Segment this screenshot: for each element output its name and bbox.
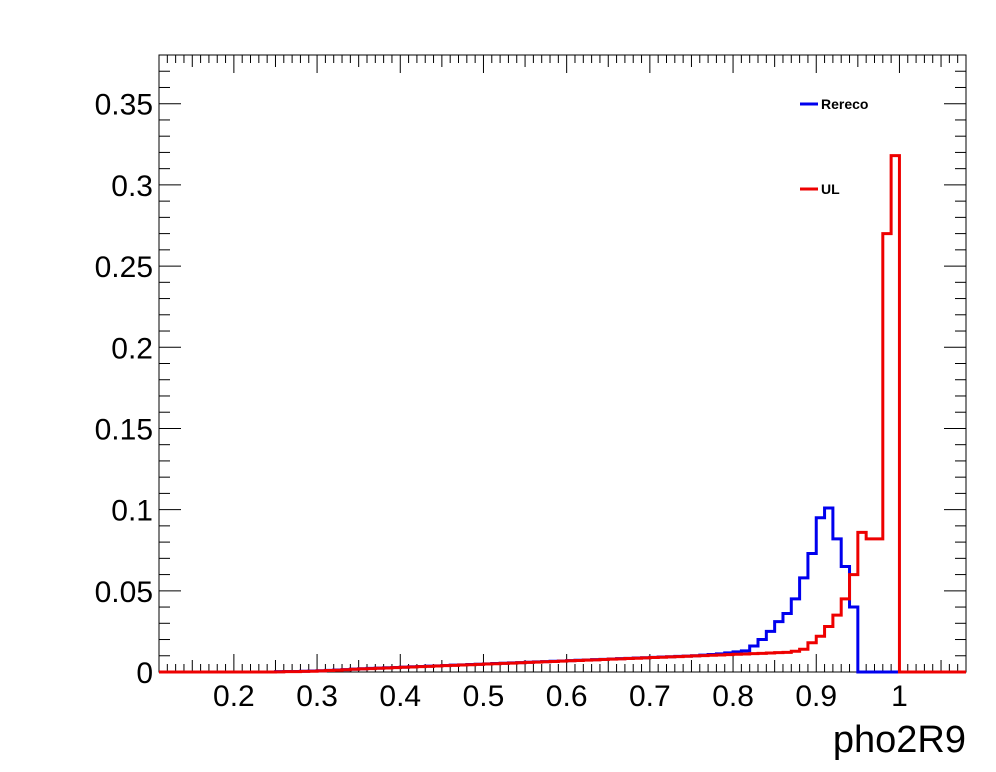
series-rereco-line: [159, 506, 966, 674]
y-tick-label: 0.2: [111, 332, 153, 365]
y-tick-label: 0.35: [95, 89, 153, 122]
x-tick-label: 0.4: [379, 680, 421, 713]
plot-border: [158, 54, 967, 673]
y-axis-ticks: 0 0.05 0.1 0.15 0.2 0.25 0.3 0.35: [95, 54, 966, 690]
x-axis-ticks: 0.2 0.3 0.4 0.5 0.6 0.7 0.8 0.9 1: [158, 55, 967, 713]
x-tick-label: 0.7: [629, 680, 671, 713]
x-tick-label: 0.9: [795, 680, 837, 713]
y-tick-label: 0.3: [111, 170, 153, 203]
legend-label-rereco: Rereco: [821, 96, 868, 112]
legend-label-ul: UL: [821, 181, 840, 197]
x-tick-label: 1: [891, 680, 908, 713]
x-tick-label: 0.8: [712, 680, 754, 713]
y-tick-label: 0.05: [95, 576, 153, 609]
series-layer: [159, 154, 966, 674]
plot-frame: [158, 54, 967, 673]
y-tick-label: 0: [136, 657, 153, 690]
y-tick-label: 0.1: [111, 495, 153, 528]
legend: Rereco UL: [800, 96, 868, 197]
y-tick-label: 0.15: [95, 413, 153, 446]
y-tick-label: 0.25: [95, 251, 153, 284]
series-ul-line: [159, 154, 966, 674]
x-axis-label: pho2R9: [833, 719, 966, 761]
x-tick-label: 0.6: [546, 680, 588, 713]
x-tick-label: 0.3: [296, 680, 338, 713]
x-tick-label: 0.5: [463, 680, 505, 713]
x-tick-label: 0.2: [213, 680, 255, 713]
